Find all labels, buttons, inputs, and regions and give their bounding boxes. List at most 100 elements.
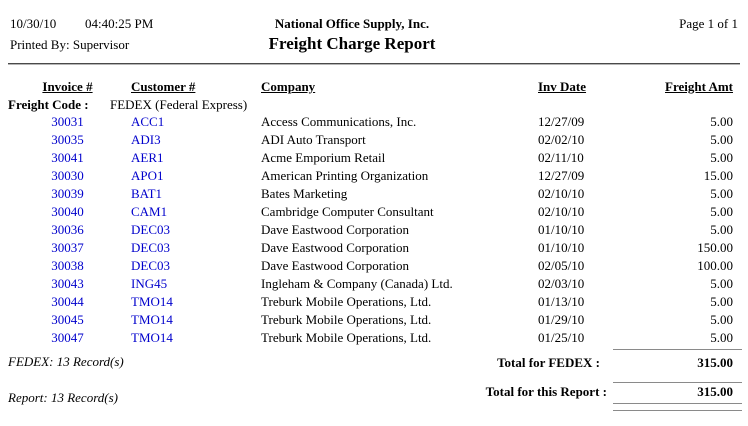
customer-link[interactable]: DEC03 (131, 222, 170, 237)
customer-link[interactable]: DEC03 (131, 258, 170, 273)
company-cell: American Printing Organization (261, 168, 429, 183)
table-row: 30037 DEC03 Dave Eastwood Corporation 01/10… (0, 239, 733, 257)
freight-amt-cell: 5.00 (710, 222, 733, 237)
freight-code-label: Freight Code : (8, 97, 89, 112)
invoice-link[interactable]: 30045 (51, 312, 84, 327)
customer-link[interactable]: ACC1 (131, 114, 165, 129)
company-cell: Treburk Mobile Operations, Ltd. (261, 294, 432, 309)
invoice-link[interactable]: 30031 (51, 114, 84, 129)
inv-date-cell: 02/03/10 (538, 276, 585, 291)
invoice-link[interactable]: 30030 (51, 168, 84, 183)
company-cell: Treburk Mobile Operations, Ltd. (261, 330, 432, 345)
company-cell: Treburk Mobile Operations, Ltd. (261, 312, 432, 327)
inv-date-cell: 12/27/09 (538, 168, 585, 183)
freight-amt-cell: 5.00 (710, 150, 733, 165)
company-cell: Ingleham & Company (Canada) Ltd. (261, 276, 453, 291)
group-total-rule (613, 349, 742, 350)
freight-amt-cell: 5.00 (710, 276, 733, 291)
report-total-amount: 315.00 (697, 384, 733, 399)
customer-link[interactable]: CAM1 (131, 204, 168, 219)
customer-link[interactable]: DEC03 (131, 240, 170, 255)
print-date: 10/30/10 (10, 16, 57, 31)
print-time: 04:40:25 PM (85, 16, 154, 31)
inv-date-cell: 12/27/09 (538, 114, 585, 129)
inv-date-cell: 01/10/10 (538, 222, 585, 237)
company-cell: Dave Eastwood Corporation (261, 240, 410, 255)
inv-date-cell: 01/10/10 (538, 240, 585, 255)
company-cell: Dave Eastwood Corporation (261, 258, 410, 273)
table-row: 30039 BAT1 Bates Marketing 02/10/10 5.00 (0, 185, 733, 203)
customer-link[interactable]: BAT1 (131, 186, 163, 201)
inv-date-cell: 02/11/10 (538, 150, 584, 165)
freight-amt-cell: 5.00 (710, 294, 733, 309)
report-record-count: Report: 13 Record(s) (8, 390, 118, 405)
header-divider (8, 63, 740, 65)
invoice-link[interactable]: 30039 (51, 186, 84, 201)
table-row: 30041 AER1 Acme Emporium Retail 02/11/10 5.0… (0, 149, 733, 167)
invoice-link[interactable]: 30036 (51, 222, 84, 237)
customer-link[interactable]: TMO14 (131, 330, 173, 345)
customer-link[interactable]: TMO14 (131, 294, 173, 309)
customer-link[interactable]: ING45 (131, 276, 168, 291)
column-header-freightamt: Freight Amt (665, 79, 733, 94)
printed-by: Printed By: Supervisor (10, 37, 130, 52)
table-row: 30031 ACC1 Access Communications, Inc. 12/2… (0, 113, 733, 131)
table-row: 30043 ING45 Ingleham & Company (Canada) Lt… (0, 275, 733, 293)
invoice-link[interactable]: 30047 (51, 330, 84, 345)
column-header-invdate: Inv Date (538, 79, 587, 94)
table-row: 30044 TMO14 Treburk Mobile Operations, Ltd… (0, 293, 733, 311)
table-row: 30036 DEC03 Dave Eastwood Corporation 01/10… (0, 221, 733, 239)
inv-date-cell: 01/25/10 (538, 330, 585, 345)
company-cell: Bates Marketing (261, 186, 348, 201)
customer-link[interactable]: APO1 (131, 168, 164, 183)
customer-link[interactable]: TMO14 (131, 312, 173, 327)
customer-link[interactable]: AER1 (131, 150, 164, 165)
freight-amt-cell: 5.00 (710, 114, 733, 129)
inv-date-cell: 01/29/10 (538, 312, 585, 327)
company-cell: ADI Auto Transport (261, 132, 366, 147)
customer-link[interactable]: ADI3 (131, 132, 161, 147)
table-row: 30040 CAM1 Cambridge Computer Consultant 02… (0, 203, 733, 221)
invoice-link[interactable]: 30043 (51, 276, 84, 291)
column-header-row: Invoice # Customer # Company Inv Date Fr… (0, 78, 733, 96)
invoice-link[interactable]: 30035 (51, 132, 84, 147)
company-cell: Dave Eastwood Corporation (261, 222, 410, 237)
report-total-rule (613, 382, 742, 383)
inv-date-cell: 02/02/10 (538, 132, 585, 147)
table-row: 30045 TMO14 Treburk Mobile Operations, Ltd… (0, 311, 733, 329)
freight-amt-cell: 5.00 (710, 186, 733, 201)
freight-amt-cell: 15.00 (703, 168, 733, 183)
invoice-link[interactable]: 30040 (51, 204, 84, 219)
invoice-link[interactable]: 30038 (51, 258, 84, 273)
freight-amt-cell: 5.00 (710, 312, 733, 327)
group-total-amount: 315.00 (697, 355, 733, 370)
table-row: 30038 DEC03 Dave Eastwood Corporation 02/05… (0, 257, 733, 275)
freight-amt-cell: 5.00 (710, 204, 733, 219)
column-header-company: Company (261, 79, 316, 94)
inv-date-cell: 02/10/10 (538, 204, 585, 219)
freight-amt-cell: 5.00 (710, 132, 733, 147)
column-header-customer: Customer # (131, 79, 196, 94)
inv-date-cell: 01/13/10 (538, 294, 585, 309)
freight-code-value: FEDEX (Federal Express) (110, 97, 248, 112)
invoice-link[interactable]: 30044 (51, 294, 84, 309)
inv-date-cell: 02/05/10 (538, 258, 585, 273)
inv-date-cell: 02/10/10 (538, 186, 585, 201)
company-cell: Access Communications, Inc. (261, 114, 417, 129)
page-indicator: Page 1 of 1 (679, 16, 738, 31)
invoice-link[interactable]: 30041 (51, 150, 84, 165)
invoice-link[interactable]: 30037 (51, 240, 84, 255)
report-title: Freight Charge Report (268, 34, 436, 53)
freight-amt-cell: 150.00 (697, 240, 733, 255)
report-total-label: Total for this Report : (485, 384, 607, 399)
table-row: 30035 ADI3 ADI Auto Transport 02/02/10 5.00 (0, 131, 733, 149)
company-cell: Acme Emporium Retail (261, 150, 386, 165)
company-cell: Cambridge Computer Consultant (261, 204, 434, 219)
group-record-count: FEDEX: 13 Record(s) (8, 354, 124, 369)
company-name: National Office Supply, Inc. (274, 16, 430, 31)
table-body: 30031 ACC1 Access Communications, Inc. 12/2… (0, 113, 733, 347)
table-row: 30030 APO1 American Printing Organization 1… (0, 167, 733, 185)
group-total-label: Total for FEDEX : (497, 355, 600, 370)
freight-amt-cell: 5.00 (710, 330, 733, 345)
